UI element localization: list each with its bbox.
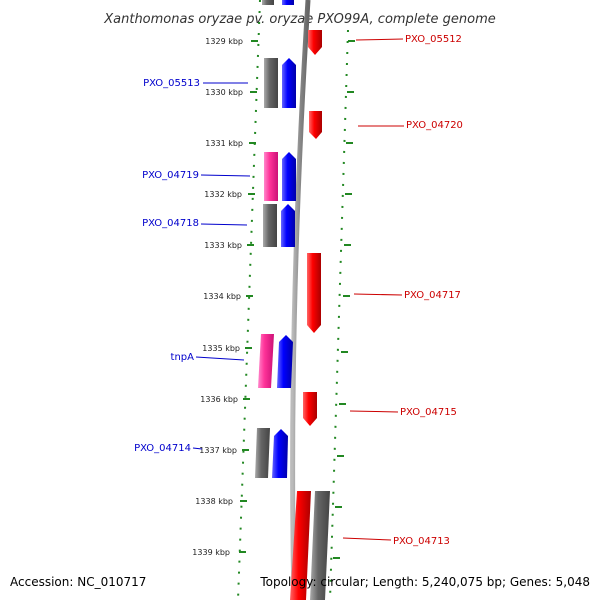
gene-label-right[interactable]: PXO_04717 — [404, 290, 461, 301]
cds-feature[interactable] — [303, 392, 317, 426]
gene-label-right[interactable]: PXO_04715 — [400, 407, 457, 418]
scale-tick-label: 1339 kbp — [192, 548, 230, 557]
label-leader-line — [200, 223, 248, 226]
label-leader-line — [349, 410, 399, 413]
gene-label-left[interactable]: PXO_04718 — [142, 218, 199, 229]
cds-feature[interactable] — [281, 204, 295, 247]
cds-feature[interactable] — [309, 111, 322, 139]
cds-feature[interactable] — [272, 429, 288, 478]
gene-block-top — [262, 0, 274, 5]
gene-feature[interactable] — [255, 428, 270, 478]
gene-label-right[interactable]: PXO_04720 — [406, 120, 463, 131]
label-leader-line — [195, 356, 245, 361]
cds-feature[interactable] — [290, 491, 311, 600]
map-title: Xanthomonas oryzae pv. oryzae PXO99A, co… — [103, 12, 496, 27]
label-leader-line — [353, 293, 403, 296]
label-leader-line — [200, 174, 251, 177]
mobile-element-feature[interactable] — [258, 334, 274, 388]
right-scale-ticks — [333, 40, 355, 559]
gene-label-left[interactable]: PXO_05513 — [143, 78, 200, 89]
label-leader-line — [342, 537, 392, 541]
scale-tick-label: 1330 kbp — [205, 88, 243, 97]
mobile-element-feature[interactable] — [264, 152, 278, 201]
cds-feature[interactable] — [277, 335, 293, 388]
cds-feature[interactable] — [308, 30, 322, 55]
right-dotted-track — [329, 29, 349, 600]
genome-summary-text: Topology: circular; Length: 5,240,075 bp… — [259, 575, 590, 589]
cds-feature[interactable] — [282, 152, 296, 201]
cds-feature[interactable] — [307, 253, 321, 333]
scale-tick-label: 1331 kbp — [205, 139, 243, 148]
gene-feature[interactable] — [264, 58, 278, 108]
gene-label-left[interactable]: PXO_04719 — [142, 170, 199, 181]
scale-tick-label: 1337 kbp — [199, 446, 237, 455]
gene-label-left[interactable]: PXO_04714 — [134, 443, 191, 454]
gene-label-right[interactable]: PXO_05512 — [405, 34, 462, 45]
accession-text: Accession: NC_010717 — [10, 575, 146, 589]
scale-axis: 1329 kbp 1330 kbp 1331 kbp 1332 kbp 1333… — [192, 37, 258, 557]
scale-tick-label: 1329 kbp — [205, 37, 243, 46]
gene-feature[interactable] — [263, 204, 277, 247]
scale-tick-label: 1334 kbp — [203, 292, 241, 301]
cds-block-top — [282, 0, 294, 5]
scale-tick-label: 1332 kbp — [204, 190, 242, 199]
gene-label-left[interactable]: tnpA — [171, 352, 195, 363]
genome-backbone — [290, 0, 311, 600]
scale-tick-label: 1336 kbp — [200, 395, 238, 404]
cds-feature[interactable] — [282, 58, 296, 108]
scale-tick-label: 1333 kbp — [204, 241, 242, 250]
label-leader-line — [192, 447, 203, 450]
forward-strand-features — [290, 30, 330, 600]
gene-feature[interactable] — [310, 491, 330, 600]
scale-tick-label: 1338 kbp — [195, 497, 233, 506]
label-leader-line — [355, 38, 404, 41]
scale-tick-label: 1335 kbp — [202, 344, 240, 353]
gene-label-right[interactable]: PXO_04713 — [393, 536, 450, 547]
left-dotted-track — [237, 0, 261, 600]
forward-strand-labels: PXO_05512 PXO_04720 PXO_04717 PXO_04715 … — [342, 34, 463, 547]
reverse-strand-features — [255, 58, 296, 478]
reverse-strand-labels: PXO_05513 PXO_04719 PXO_04718 tnpA PXO_0… — [134, 78, 251, 454]
